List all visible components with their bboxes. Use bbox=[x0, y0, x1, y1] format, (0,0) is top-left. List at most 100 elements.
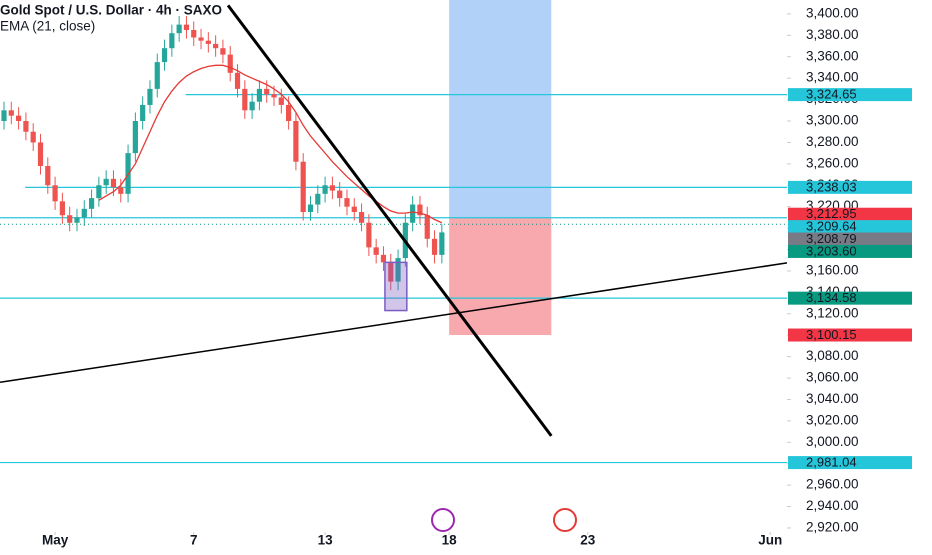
candle-body bbox=[431, 238, 438, 255]
candle-body bbox=[88, 198, 95, 209]
time-axis bbox=[0, 532, 787, 550]
target-zone bbox=[449, 0, 552, 218]
candle-body bbox=[322, 185, 328, 194]
price-label-box bbox=[788, 220, 912, 234]
price-label-box bbox=[788, 456, 912, 470]
candle-body bbox=[439, 232, 445, 255]
candle-body bbox=[96, 185, 102, 199]
candle-body bbox=[329, 185, 335, 191]
price-label-box bbox=[788, 291, 912, 305]
candle-body bbox=[256, 88, 263, 102]
event-icon[interactable] bbox=[553, 508, 577, 532]
candle-body bbox=[227, 54, 233, 73]
candle-body bbox=[176, 24, 182, 34]
candle-body bbox=[140, 104, 146, 122]
price-label-box bbox=[788, 88, 912, 102]
candle-body bbox=[417, 204, 423, 216]
y-tick-label: 3,060.00 bbox=[806, 370, 859, 385]
candle-body bbox=[147, 88, 153, 105]
y-tick-label: 3,040.00 bbox=[806, 391, 859, 406]
price-label: 3,100.15 bbox=[806, 327, 857, 342]
candle-body bbox=[23, 121, 29, 132]
candle-body bbox=[249, 101, 255, 111]
chart-title: Gold Spot / U.S. Dollar · 4h · SAXO bbox=[0, 3, 222, 18]
price-label: 3,212.95 bbox=[806, 206, 857, 221]
plot bbox=[0, 0, 788, 464]
candle-body bbox=[30, 131, 36, 143]
y-tick-label: 3,380.00 bbox=[806, 27, 859, 42]
candle-body bbox=[8, 110, 14, 116]
candle-body bbox=[351, 206, 357, 213]
x-tick-label: 18 bbox=[442, 533, 458, 548]
candle-body bbox=[271, 94, 277, 98]
candle-body bbox=[16, 115, 22, 122]
candle-body bbox=[220, 48, 226, 55]
x-tick-label: May bbox=[42, 533, 69, 548]
price-label: 3,324.65 bbox=[806, 87, 857, 102]
event-icon[interactable] bbox=[431, 508, 455, 532]
candle-body bbox=[293, 121, 299, 162]
candle-body bbox=[337, 190, 343, 199]
candle-body bbox=[198, 37, 204, 41]
candle-body bbox=[110, 178, 117, 188]
candle-body bbox=[234, 72, 241, 89]
price-label: 3,203.60 bbox=[806, 243, 857, 258]
candle-body bbox=[213, 43, 219, 49]
candle-body bbox=[183, 24, 190, 30]
event-icons bbox=[431, 508, 577, 532]
y-tick-label: 3,280.00 bbox=[806, 134, 859, 149]
candle-body bbox=[388, 262, 394, 282]
y-tick-label: 2,960.00 bbox=[806, 477, 859, 492]
candle-body bbox=[242, 88, 248, 111]
candle-body bbox=[118, 187, 124, 194]
y-tick-label: 3,360.00 bbox=[806, 48, 859, 63]
candle-body bbox=[45, 165, 51, 186]
price-label-box bbox=[788, 328, 912, 342]
y-tick-label: 3,300.00 bbox=[806, 113, 859, 128]
highlight-box bbox=[384, 261, 408, 312]
y-tick-label: 3,340.00 bbox=[806, 70, 859, 85]
ema-line bbox=[98, 64, 443, 224]
price-label: 2,981.04 bbox=[806, 455, 857, 470]
price-label-box bbox=[788, 244, 912, 258]
y-tick-label: 3,400.00 bbox=[806, 5, 859, 20]
y-tick-label: 3,160.00 bbox=[806, 262, 859, 277]
y-tick-label: 3,020.00 bbox=[806, 412, 859, 427]
x-tick-label: 13 bbox=[318, 533, 334, 548]
price-label: 3,134.58 bbox=[806, 290, 857, 305]
y-tick-label: 3,080.00 bbox=[806, 348, 859, 363]
indicator-label: EMA (21, close) bbox=[0, 19, 95, 34]
candle-body bbox=[67, 215, 73, 223]
x-tick-label: Jun bbox=[758, 533, 782, 548]
candle-body bbox=[132, 121, 138, 154]
x-tick-label: 7 bbox=[190, 533, 198, 548]
candle-body bbox=[169, 33, 175, 49]
candle-body bbox=[37, 142, 44, 166]
candle-body bbox=[300, 161, 306, 213]
candle-body bbox=[380, 254, 387, 263]
candle-body bbox=[344, 198, 350, 207]
stop-zone bbox=[449, 217, 552, 336]
candle-body bbox=[161, 48, 168, 63]
candle-body bbox=[278, 97, 284, 105]
candle-body bbox=[424, 215, 430, 239]
candle-body bbox=[81, 208, 87, 218]
trendline bbox=[226, 4, 553, 437]
candle-body bbox=[52, 185, 58, 202]
candle-body bbox=[205, 40, 211, 44]
price-label-box bbox=[788, 180, 912, 194]
candle-body bbox=[410, 204, 416, 223]
candle-body bbox=[191, 29, 197, 38]
price-label: 3,208.79 bbox=[806, 231, 857, 246]
candle-body bbox=[373, 247, 379, 255]
trendline bbox=[0, 262, 788, 384]
x-tick-label: 23 bbox=[580, 533, 596, 548]
candle-body bbox=[366, 222, 372, 248]
candle-body bbox=[264, 88, 270, 95]
y-tick-label: 3,120.00 bbox=[806, 305, 859, 320]
candle-body bbox=[286, 104, 292, 122]
y-tick-label: 3,260.00 bbox=[806, 155, 859, 170]
y-tick-label: 2,940.00 bbox=[806, 498, 859, 513]
candle-body bbox=[154, 62, 160, 89]
